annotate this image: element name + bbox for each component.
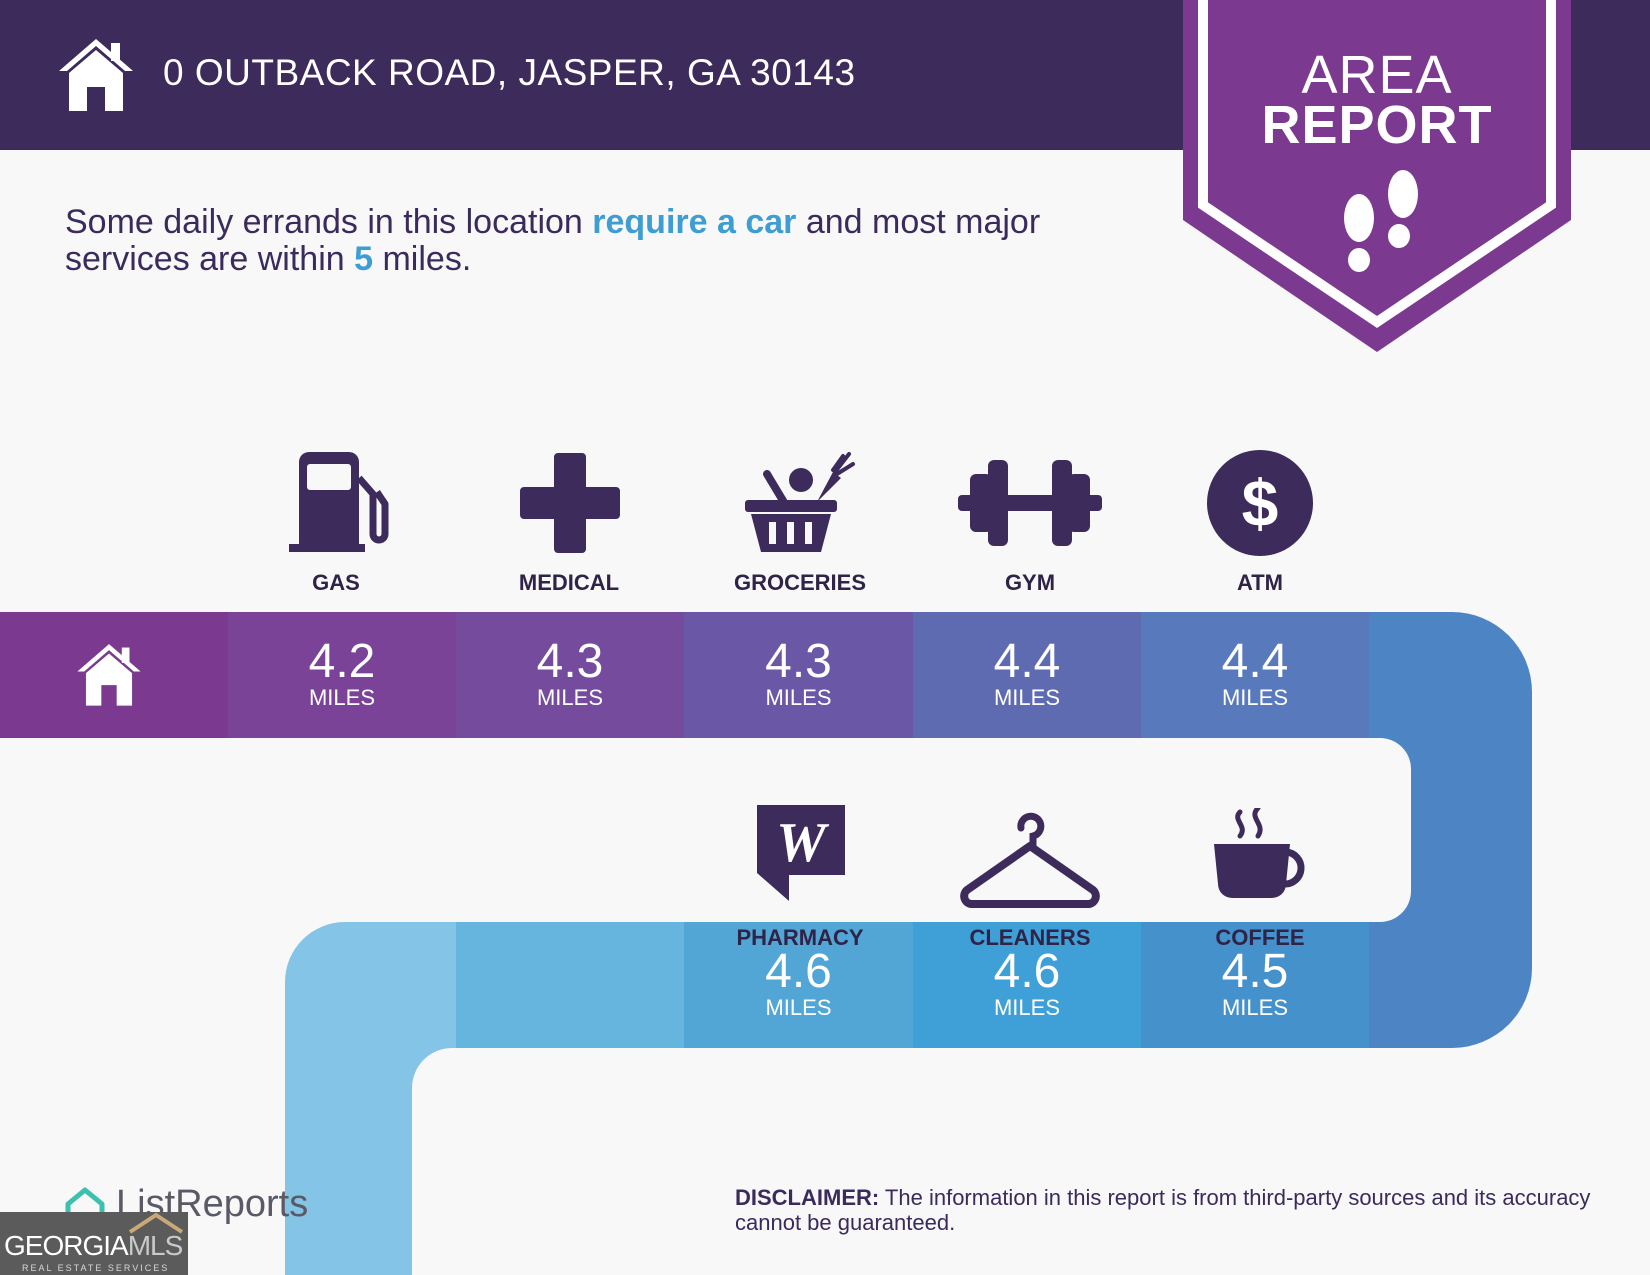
label-pharmacy: PHARMACY <box>736 925 864 950</box>
property-address: 0 OUTBACK ROAD, JASPER, GA 30143 <box>163 52 856 93</box>
pharmacy-w-icon: W <box>757 805 845 901</box>
label-groceries: GROCERIES <box>733 570 867 595</box>
grocery-basket-icon <box>745 452 855 552</box>
label-cleaners: CLEANERS <box>969 925 1091 950</box>
distance-unit: MILES <box>993 685 1061 710</box>
distance-value: 4.4 <box>1221 635 1289 688</box>
distance-unit: MILES <box>536 685 604 710</box>
intro-highlight-miles: 5 <box>354 240 374 278</box>
distance-value: 4.3 <box>765 635 832 688</box>
svg-text:$: $ <box>1242 466 1279 540</box>
hanger-icon <box>960 812 1100 908</box>
georgia-mls-logo <box>0 1212 188 1275</box>
intro-part2: and most major services are within <box>65 203 1041 278</box>
distance-unit: MILES <box>1221 685 1289 710</box>
dumbbell-icon <box>958 460 1102 546</box>
distance-value: 4.5 <box>1221 945 1289 998</box>
distance-value: 4.4 <box>993 635 1061 688</box>
route-path <box>0 612 1532 1275</box>
distance-value: 4.3 <box>536 635 604 688</box>
distance-unit: MILES <box>765 995 832 1020</box>
distance-pharmacy: 4.6 MILES <box>684 922 913 1048</box>
banner-line2: REPORT <box>1261 95 1493 155</box>
footprints-icon <box>1344 170 1418 272</box>
intro-part3: miles. <box>373 240 472 278</box>
distance-cleaners: 4.6 MILES <box>913 922 1141 1048</box>
distance-unit: MILES <box>1221 995 1289 1020</box>
disclaimer-text: The information in this report is from t… <box>735 1185 1591 1235</box>
gas-pump-icon <box>289 452 389 552</box>
georgia-mls-subtitle: REAL ESTATE SERVICES <box>22 1263 170 1273</box>
distance-medical: 4.3 MILES <box>456 612 684 738</box>
medical-cross-icon <box>520 453 620 553</box>
distance-gym: 4.4 MILES <box>913 612 1141 738</box>
intro-part1: Some daily errands in this location <box>65 203 593 241</box>
label-gym: GYM <box>1004 570 1056 595</box>
distance-value: 4.2 <box>308 635 376 688</box>
distance-unit: MILES <box>308 685 376 710</box>
distance-coffee: 4.5 MILES <box>1141 922 1369 1048</box>
home-icon <box>59 39 133 111</box>
label-atm: ATM <box>1236 570 1284 595</box>
label-medical: MEDICAL <box>518 570 620 595</box>
label-gas: GAS <box>312 570 360 595</box>
distance-value: 4.6 <box>993 945 1061 998</box>
intro-text: Some daily errands in this location requ… <box>65 204 1155 278</box>
label-coffee: COFFEE <box>1215 925 1305 950</box>
distance-unit: MILES <box>993 995 1061 1020</box>
gmls-bold: GEORGIA <box>4 1230 129 1261</box>
distance-gas: 4.2 MILES <box>228 612 456 738</box>
banner-title: AREA REPORT <box>1183 45 1571 155</box>
intro-highlight-car: require a car <box>592 203 797 241</box>
gmls-light: MLS <box>127 1230 184 1261</box>
area-report-banner <box>1183 0 1571 352</box>
coffee-cup-icon <box>1214 808 1305 898</box>
roof-icon <box>128 1212 184 1234</box>
disclaimer-label: DISCLAIMER: <box>735 1185 880 1210</box>
home-icon <box>77 644 141 706</box>
distance-value: 4.6 <box>765 945 832 998</box>
georgia-mls-text: GEORGIAMLS <box>4 1230 184 1262</box>
distance-unit: MILES <box>765 685 832 710</box>
disclaimer: DISCLAIMER: The information in this repo… <box>735 1185 1595 1235</box>
svg-text:W: W <box>776 812 830 874</box>
dollar-icon: $ <box>1207 450 1313 556</box>
distance-atm: 4.4 MILES <box>1141 612 1369 738</box>
banner-line1: AREA <box>1301 45 1453 105</box>
distance-groceries: 4.3 MILES <box>684 612 913 738</box>
